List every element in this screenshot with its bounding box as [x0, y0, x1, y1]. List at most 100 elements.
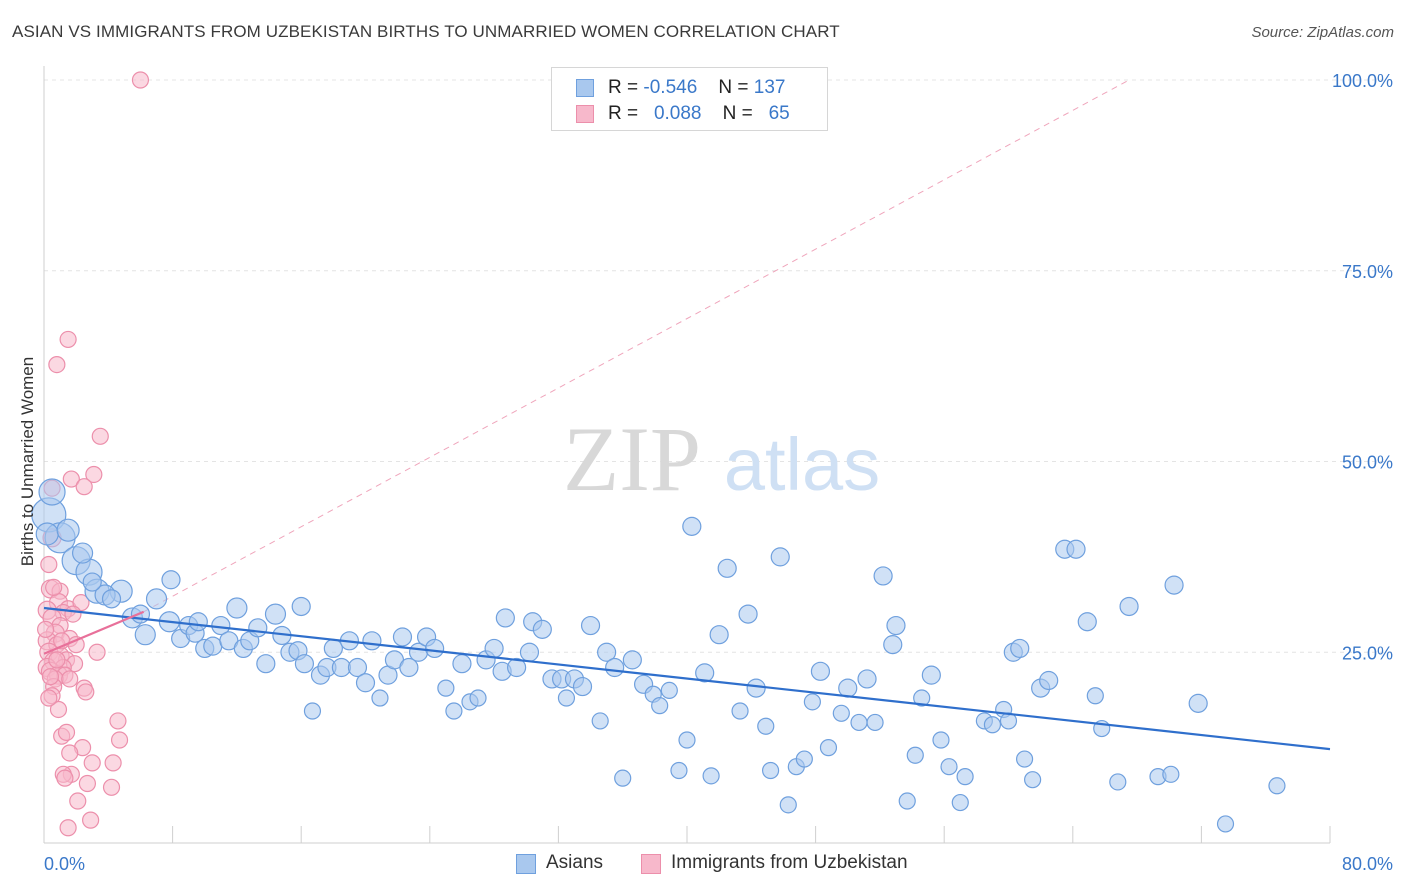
asians-point [866, 713, 884, 732]
asians-point [921, 665, 941, 685]
chart-title: ASIAN VS IMMIGRANTS FROM UZBEKISTAN BIRT… [12, 22, 840, 41]
asians-point [1010, 638, 1030, 659]
watermark-atlas: atlas [724, 423, 880, 506]
asians-point [1015, 750, 1034, 768]
asians-point [256, 654, 276, 674]
uzbekistan-point [102, 778, 121, 796]
asians-point [883, 635, 903, 655]
legend-r-label: R = [608, 103, 639, 124]
asians-point [303, 702, 322, 720]
legend-n-value-asians: 137 [753, 77, 786, 98]
y-tick-label: 75.0% [1342, 262, 1393, 282]
y-tick-label: 50.0% [1342, 453, 1393, 473]
asians-point [757, 717, 775, 735]
uzbekistan-point [61, 670, 79, 688]
asians-point [622, 650, 642, 670]
asians-point [347, 657, 368, 678]
asians-point [519, 642, 540, 662]
asians-point [709, 625, 729, 645]
asians-point [1216, 815, 1235, 833]
asians-point [956, 768, 974, 786]
legend-n-label: N = [718, 77, 749, 98]
asians-point [873, 566, 893, 586]
asians-point [1268, 777, 1286, 795]
uzbekistan-point [78, 774, 97, 793]
asians-point [1024, 771, 1042, 789]
uzbekistan-point [45, 578, 63, 596]
asians-point [746, 678, 766, 698]
legend-swatch-uzbekistan [576, 105, 594, 123]
asians-point [932, 731, 950, 749]
asians-point [682, 516, 702, 536]
legend-label-asians: Asians [546, 852, 604, 873]
asians-point [445, 702, 463, 720]
uzbekistan-point [62, 470, 80, 488]
uzbekistan-point [41, 668, 60, 686]
asians-point [134, 624, 156, 646]
asians-point [819, 739, 838, 757]
series-legend: Asians Immigrants from Uzbekistan [0, 852, 1406, 878]
asians-point [572, 676, 593, 697]
asians-point [452, 654, 472, 674]
asians-point [761, 761, 780, 780]
asians-point [1162, 765, 1180, 783]
asians-point [399, 657, 419, 678]
uzbekistan-point [57, 723, 76, 741]
uzbekistan-point [109, 712, 127, 730]
uzbekistan-point [104, 754, 122, 772]
asians-point [532, 619, 552, 639]
asians-point [795, 750, 813, 768]
legend-swatch-asians [576, 79, 594, 97]
asians-point [291, 596, 311, 617]
asians-point [203, 636, 223, 656]
asians-point [614, 769, 632, 787]
legend-label-uzbekistan: Immigrants from Uzbekistan [671, 852, 908, 873]
asians-point [469, 689, 487, 707]
legend-r-value-asians: -0.546 [643, 77, 698, 98]
axes [43, 66, 1331, 844]
reference-dashed-line [143, 79, 1130, 613]
asians-trend-line [43, 606, 1331, 751]
uzbekistan-point [59, 819, 77, 837]
asians-point [983, 716, 1002, 734]
asians-point [605, 657, 625, 678]
asians-point [1188, 693, 1208, 713]
asians-point [35, 522, 59, 546]
asians-point [248, 618, 268, 638]
asians-point [850, 713, 868, 732]
asians-point [161, 570, 181, 590]
series-asians-points [31, 478, 1286, 833]
asians-point [495, 608, 515, 628]
uzbekistan-point [37, 620, 55, 638]
y-tick-label: 25.0% [1342, 643, 1393, 663]
asians-point [951, 793, 969, 812]
uzbekistan-point [75, 478, 93, 496]
asians-point [770, 547, 790, 567]
asians-point [1086, 687, 1104, 705]
asians-point [484, 638, 504, 659]
legend-n-label: N = [722, 103, 753, 124]
x-tick-label: 80.0% [1342, 854, 1393, 874]
x-tick-label: 0.0% [44, 854, 85, 874]
asians-point [913, 689, 931, 707]
asians-point [56, 518, 80, 542]
asians-point [597, 642, 617, 662]
asians-point [323, 638, 343, 659]
legend-r-label: R = [608, 77, 639, 98]
uzbekistan-point [48, 355, 66, 374]
asians-point [838, 678, 858, 698]
tick-labels: 25.0% 50.0% 75.0% 100.0% 0.0% 80.0% [44, 71, 1393, 874]
trend-lines [43, 606, 1331, 751]
uzbekistan-point [59, 330, 77, 349]
source-label: Source: ZipAtlas.com [1251, 24, 1394, 41]
uzbekistan-point [110, 731, 129, 749]
y-axis-label: Births to Unmarried Women [18, 357, 37, 566]
uzbekistan-point [40, 689, 58, 707]
asians-point [507, 657, 527, 678]
uzbekistan-point [61, 744, 79, 762]
uzbekistan-point [56, 769, 74, 787]
uzbekistan-point [91, 427, 109, 445]
asians-point [362, 631, 382, 651]
asians-point [779, 796, 797, 814]
asians-point [294, 654, 315, 674]
